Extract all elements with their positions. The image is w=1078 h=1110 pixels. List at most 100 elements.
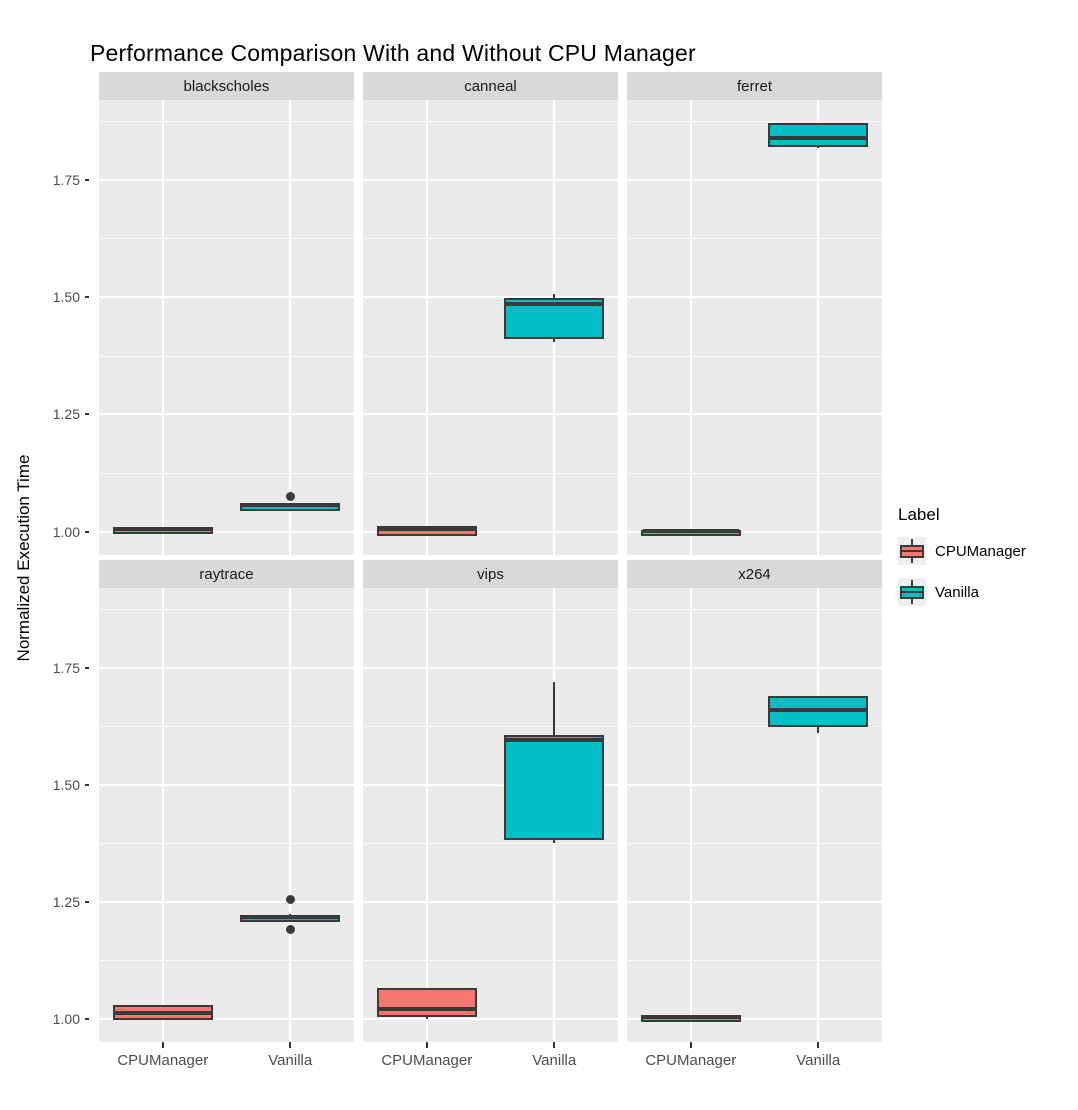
facet-panel-raytrace — [99, 588, 354, 1042]
minor-gridline — [99, 609, 354, 611]
legend: Label CPUManager Vanilla — [898, 505, 1026, 619]
y-axis-ticks: 1.00 1.25 1.50 1.75 — [30, 588, 90, 1042]
boxplot-median-x264-Vanilla — [770, 707, 867, 712]
boxplot-median-canneal-CPUManager — [378, 527, 475, 532]
minor-gridline — [627, 609, 882, 611]
y-axis-ticks: 1.00 1.25 1.50 1.75 — [30, 100, 90, 555]
x-tick-mark — [289, 1042, 292, 1048]
x-axis: CPUManager Vanilla — [99, 1042, 354, 1078]
legend-entry-cpumanager: CPUManager — [898, 537, 1026, 565]
minor-gridline — [99, 121, 354, 123]
y-tick-label: 1.50 — [52, 776, 80, 793]
y-tick-mark — [85, 900, 89, 903]
vertical-gridline — [817, 100, 820, 555]
x-tick-mark — [817, 1042, 820, 1048]
major-gridline — [363, 783, 618, 786]
facet-strip-ferret: ferret — [627, 72, 882, 100]
minor-gridline — [627, 726, 882, 728]
y-tick-label: 1.25 — [52, 406, 80, 423]
minor-gridline — [99, 238, 354, 240]
y-tick-mark — [85, 530, 89, 533]
boxplot-median-blackscholes-CPUManager — [114, 526, 211, 531]
y-tick-mark — [85, 666, 89, 669]
major-gridline — [99, 296, 354, 298]
major-gridline — [99, 900, 354, 903]
major-gridline — [627, 900, 882, 903]
vertical-gridline — [425, 588, 428, 1042]
facet-strip-x264: x264 — [627, 560, 882, 588]
x-tick-mark — [425, 1042, 428, 1048]
major-gridline — [99, 530, 354, 533]
major-gridline — [363, 900, 618, 903]
boxplot-median-vips-CPUManager — [378, 1007, 475, 1012]
minor-gridline — [627, 355, 882, 357]
major-gridline — [363, 178, 618, 181]
y-tick-label: 1.00 — [52, 1010, 80, 1027]
x-tick-label: Vanilla — [268, 1052, 313, 1069]
boxplot-median-ferret-CPUManager — [642, 528, 739, 533]
y-tick-mark — [85, 413, 89, 416]
boxplot-box-vips-CPUManager — [376, 987, 477, 1017]
facet-strip-raytrace: raytrace — [99, 560, 354, 588]
vertical-gridline — [289, 588, 292, 1042]
minor-gridline — [99, 472, 354, 474]
major-gridline — [627, 666, 882, 669]
x-axis: CPUManager Vanilla — [627, 1042, 882, 1078]
facet-panel-canneal — [363, 100, 618, 555]
boxplot-median-blackscholes-Vanilla — [242, 502, 339, 507]
major-gridline — [99, 178, 354, 181]
key-median-line — [900, 550, 924, 552]
outlier-point-raytrace-Vanilla — [285, 925, 295, 935]
major-gridline — [627, 530, 882, 533]
facet-strip-canneal: canneal — [363, 72, 618, 100]
x-tick-mark — [689, 1042, 692, 1048]
major-gridline — [99, 783, 354, 786]
vertical-gridline — [689, 588, 692, 1042]
boxplot-median-ferret-Vanilla — [770, 136, 867, 141]
legend-title: Label — [898, 505, 940, 524]
minor-gridline — [99, 960, 354, 962]
chart-title: Performance Comparison With and Without … — [90, 40, 696, 66]
key-median-line — [900, 591, 924, 593]
minor-gridline — [363, 609, 618, 611]
minor-gridline — [363, 960, 618, 962]
y-tick-mark — [85, 1017, 89, 1020]
x-tick-label: CPUManager — [645, 1052, 737, 1069]
facet-panel-vips — [363, 588, 618, 1042]
vertical-gridline — [161, 100, 164, 555]
boxplot-median-raytrace-CPUManager — [114, 1010, 211, 1015]
facet-strip-vips: vips — [363, 560, 618, 588]
major-gridline — [627, 783, 882, 786]
y-tick-mark — [85, 783, 89, 786]
x-tick-label: CPUManager — [117, 1052, 209, 1069]
facet-panel-ferret — [627, 100, 882, 555]
minor-gridline — [99, 843, 354, 845]
y-tick-label: 1.00 — [52, 523, 80, 540]
x-tick-mark — [553, 1042, 556, 1048]
vertical-gridline — [161, 588, 164, 1042]
x-tick-mark — [161, 1042, 164, 1048]
minor-gridline — [627, 238, 882, 240]
minor-gridline — [627, 843, 882, 845]
minor-gridline — [627, 121, 882, 123]
minor-gridline — [627, 472, 882, 474]
major-gridline — [363, 530, 618, 533]
vertical-gridline — [425, 100, 428, 555]
boxplot-median-vips-Vanilla — [506, 738, 603, 743]
major-gridline — [627, 178, 882, 181]
facet-raytrace: raytrace — [99, 560, 354, 1042]
minor-gridline — [627, 960, 882, 962]
minor-gridline — [363, 121, 618, 123]
legend-label: Vanilla — [935, 583, 979, 601]
minor-gridline — [363, 355, 618, 357]
major-gridline — [627, 413, 882, 416]
major-gridline — [99, 413, 354, 416]
boxplot-box-ferret-Vanilla — [768, 122, 869, 148]
major-gridline — [627, 296, 882, 298]
x-tick-label: CPUManager — [381, 1052, 473, 1069]
major-gridline — [363, 1017, 618, 1020]
legend-entry-vanilla: Vanilla — [898, 578, 1026, 606]
facet-x264: x264 — [627, 560, 882, 1042]
minor-gridline — [363, 843, 618, 845]
